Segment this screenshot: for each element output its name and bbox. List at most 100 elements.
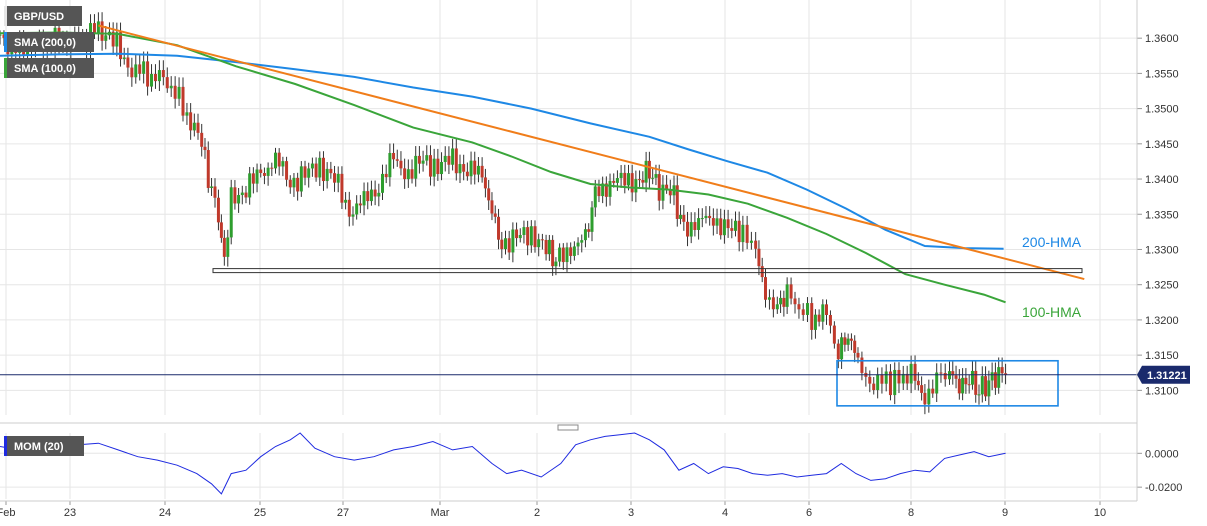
candle-body <box>395 159 399 161</box>
candle-body <box>414 155 418 179</box>
time-tick-label: Feb <box>0 507 15 519</box>
candle-body <box>480 165 484 178</box>
candle-body <box>443 155 447 163</box>
candle-body <box>647 160 651 179</box>
levels <box>0 24 1137 407</box>
candle-body <box>373 189 377 197</box>
mom-tag[interactable]: MOM (20) <box>4 436 84 456</box>
time-tick-label: 3 <box>628 507 634 519</box>
candle-body <box>1004 373 1008 375</box>
candle-body <box>789 284 793 299</box>
momentum-series <box>0 432 1006 495</box>
candle-body <box>169 85 173 89</box>
candle-body <box>185 112 189 116</box>
candle-body <box>244 192 248 198</box>
price-tick-label: 1.3450 <box>1145 139 1179 151</box>
price-tick-label: 1.3400 <box>1145 174 1179 186</box>
candle-body <box>757 248 761 267</box>
candle-body <box>307 168 311 178</box>
candle-body <box>362 191 366 206</box>
hma100-label: 100-HMA <box>1022 304 1082 320</box>
candle-body <box>493 213 497 217</box>
candle-body <box>432 158 436 177</box>
time-tick-label: 4 <box>722 507 728 519</box>
candle-body <box>711 218 715 226</box>
candle-body <box>210 186 214 188</box>
candle-body <box>893 369 897 396</box>
candle-body <box>355 203 359 215</box>
candle-body <box>590 207 594 232</box>
candle-body <box>967 384 971 386</box>
candle-body <box>259 169 263 174</box>
candle-body <box>377 192 381 197</box>
candle-body <box>843 337 847 345</box>
candle-body <box>126 57 130 68</box>
candle-body <box>134 64 138 78</box>
candle-body <box>856 352 860 358</box>
candle-body <box>619 172 623 179</box>
time-tick-label: 9 <box>1002 507 1008 519</box>
candle-body <box>644 160 648 183</box>
candle-body <box>518 234 522 239</box>
candle-body <box>292 177 296 188</box>
candle-body <box>490 200 494 214</box>
candle-body <box>347 199 351 217</box>
candle-body <box>697 218 701 230</box>
candle-body <box>522 227 526 235</box>
price-tick-label: 1.3200 <box>1145 315 1179 327</box>
candle-body <box>146 61 150 87</box>
candle-body <box>526 227 530 246</box>
candle-body <box>165 77 169 89</box>
candle-body <box>715 218 719 226</box>
candle-body <box>954 375 958 379</box>
candle-body <box>192 122 196 131</box>
candle-body <box>425 155 429 161</box>
pane-resize-handle[interactable] <box>557 424 579 431</box>
candle-body <box>369 189 373 202</box>
symbol-tag[interactable]: GBP/USD <box>4 6 82 26</box>
candle-body <box>500 239 504 250</box>
candle-body <box>675 185 679 219</box>
candle-body <box>836 343 840 360</box>
candle-body <box>970 370 974 385</box>
candle-body <box>884 371 888 384</box>
candle-body <box>340 173 344 203</box>
candle-body <box>828 314 832 326</box>
candle-body <box>410 169 414 179</box>
candle-body <box>641 180 645 183</box>
candle-body <box>901 373 905 384</box>
candle-body <box>916 380 920 386</box>
candle-body <box>569 247 573 256</box>
candle-body <box>497 216 501 240</box>
candle-body <box>872 383 876 391</box>
candle-body <box>399 160 403 169</box>
price-tick-label: 1.3150 <box>1145 350 1179 362</box>
candle-body <box>682 214 686 222</box>
candle-body <box>745 224 749 243</box>
candle-body <box>153 73 157 82</box>
candle-body <box>980 376 984 395</box>
sma-200-tag[interactable]: SMA (200,0) <box>4 32 94 52</box>
candle-body <box>226 237 230 257</box>
candle-body <box>454 148 458 174</box>
candle-body <box>266 167 270 176</box>
candle-body <box>782 297 786 307</box>
candle-body <box>974 370 978 395</box>
candle-body <box>274 152 277 169</box>
price-tick-label: 1.3600 <box>1145 33 1179 45</box>
candle-body <box>583 229 587 241</box>
candle-body <box>189 112 193 131</box>
candle-body <box>138 64 142 74</box>
sma-100-tag[interactable]: SMA (100,0) <box>4 58 94 78</box>
candle-body <box>693 222 697 230</box>
candle-body <box>384 173 388 178</box>
mom-tick-label: 0.0000 <box>1145 448 1179 460</box>
price-tick-label: 1.3500 <box>1145 104 1179 116</box>
candle-body <box>810 303 814 330</box>
candle-body <box>318 157 322 178</box>
mom-line <box>0 432 1006 495</box>
candle-body <box>219 222 223 238</box>
candle-body <box>689 222 693 237</box>
candle-body <box>849 338 853 341</box>
